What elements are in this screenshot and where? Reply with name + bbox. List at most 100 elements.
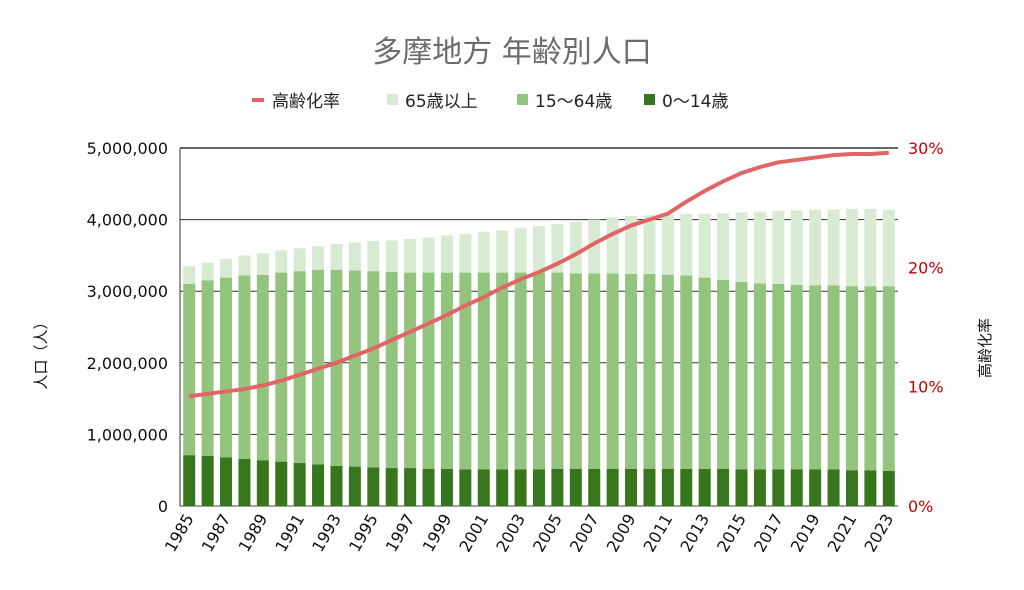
legend-swatch-65-plus [387,94,398,105]
bar-15-64 [606,273,619,469]
y2-tick-label: 20% [908,258,944,277]
y2-tick-label: 0% [908,497,933,516]
bar-65-plus [661,214,674,275]
x-tick-label: 2021 [824,511,861,556]
bar-15-64 [367,271,380,468]
y-tick-label: 3,000,000 [87,282,168,301]
legend-label-65-plus: 65歳以上 [405,92,478,112]
bar-65-plus [753,211,766,284]
bar-15-64 [183,284,196,456]
bar-0-14 [809,469,822,506]
y2-tick-label: 30% [908,139,944,158]
bar-0-14 [459,469,472,506]
bar-65-plus [680,213,693,276]
legend-swatch-15-64 [517,94,528,105]
bar-65-plus [477,231,490,273]
legend: 高齢化率 65歳以上 15〜64歳 0〜14歳 [252,92,728,112]
x-tick-label: 2015 [713,511,750,556]
bar-0-14 [588,468,601,506]
bar-0-14 [698,468,711,506]
chart-title: 多摩地方 年齢別人口 [372,35,652,70]
bar-15-64 [790,284,803,470]
bar-0-14 [882,470,895,506]
bar-0-14 [827,469,840,506]
bar-65-plus [275,250,288,273]
bar-15-64 [330,269,343,466]
bar-65-plus [514,228,527,273]
bar-0-14 [533,469,545,506]
bar-0-14 [312,464,325,506]
legend-label-15-64: 15〜64歳 [535,92,612,112]
y2-axis-label: 高齢化率 [976,318,994,378]
x-tick-label: 2009 [603,511,640,556]
bar-0-14 [496,469,509,506]
bar-15-64 [809,285,822,470]
bar-0-14 [238,458,251,506]
bar-15-64 [220,277,233,458]
bar-0-14 [293,463,306,506]
legend-swatch-aging-rate [252,98,264,102]
bar-65-plus [864,208,877,287]
bar-15-64 [440,272,453,469]
bar-0-14 [661,468,674,506]
bar-0-14 [772,469,785,506]
bar-15-64 [422,272,435,469]
bar-65-plus [367,241,380,272]
bar-0-14 [551,468,564,506]
bar-15-64 [459,272,472,470]
x-tick-label: 2013 [676,511,713,556]
bar-65-plus [256,253,269,275]
bar-15-64 [643,274,656,469]
x-tick-label: 2007 [566,511,603,556]
y-tick-label: 0 [158,497,168,516]
bar-65-plus [625,216,638,275]
bar-15-64 [514,272,527,470]
bar-65-plus [459,233,472,273]
bar-15-64 [661,274,674,469]
x-tick-label: 2023 [860,511,897,556]
bar-0-14 [845,470,858,506]
bar-0-14 [735,469,748,506]
bar-65-plus [312,246,325,270]
bar-0-14 [404,468,417,506]
bar-0-14 [348,466,361,506]
bar-65-plus [330,243,343,270]
bar-0-14 [220,457,233,506]
bar-0-14 [514,469,527,506]
bar-15-64 [238,275,251,459]
bar-15-64 [772,284,785,470]
bar-65-plus [348,242,361,271]
bar-0-14 [330,465,343,506]
bar-0-14 [256,460,269,506]
bar-65-plus [735,212,748,282]
bar-15-64 [753,283,766,470]
bar-0-14 [864,470,877,506]
bar-65-plus [643,215,656,275]
bar-65-plus [201,262,214,281]
bar-15-64 [477,272,490,470]
bar-65-plus [717,213,730,280]
bar-65-plus [404,238,417,273]
y-tick-label: 5,000,000 [87,139,168,158]
bar-15-64 [569,273,582,469]
bar-65-plus [845,208,858,287]
bar-65-plus [588,219,601,274]
bar-65-plus [385,240,398,272]
x-tick-label: 2001 [455,511,492,556]
bar-65-plus [496,230,509,273]
bar-15-64 [404,272,417,469]
x-tick-label: 2011 [640,511,677,556]
bar-15-64 [845,286,858,471]
legend-swatch-0-14 [644,94,655,105]
bar-15-64 [698,277,711,469]
x-tick-label: 1987 [198,511,235,556]
bar-65-plus [422,237,435,273]
bar-65-plus [293,248,306,272]
bar-0-14 [477,469,490,506]
bar-65-plus [882,209,895,287]
bar-15-64 [551,272,564,469]
bar-65-plus [698,213,711,278]
legend-label-0-14: 0〜14歳 [662,92,728,112]
bar-0-14 [201,455,214,506]
